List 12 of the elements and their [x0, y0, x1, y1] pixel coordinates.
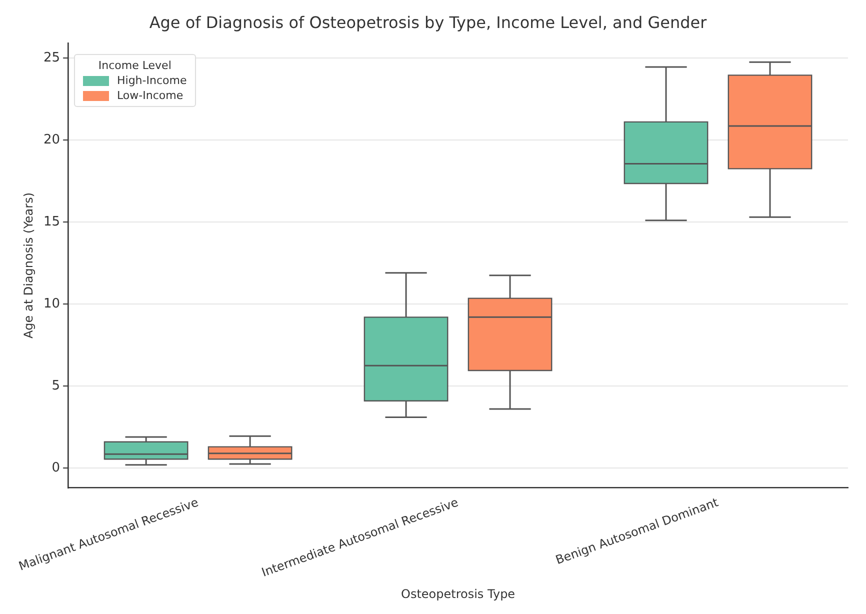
legend-label: High-Income: [117, 74, 187, 87]
y-axis-title: Age at Diagnosis (Years): [21, 192, 36, 339]
y-tick-label: 0: [52, 460, 60, 476]
legend-label: Low-Income: [117, 89, 184, 102]
y-tick-label: 15: [44, 214, 60, 230]
x-axis-title: Osteopetrosis Type: [401, 586, 516, 601]
y-tick-label: 10: [44, 296, 60, 312]
legend-title: Income Level: [97, 59, 172, 72]
y-tick-label: 5: [52, 378, 60, 394]
y-tick-label: 25: [44, 50, 60, 66]
y-tick-label: 20: [44, 132, 60, 148]
chart-title: Age of Diagnosis of Osteopetrosis by Type, Income Level, and Gender: [149, 12, 708, 32]
